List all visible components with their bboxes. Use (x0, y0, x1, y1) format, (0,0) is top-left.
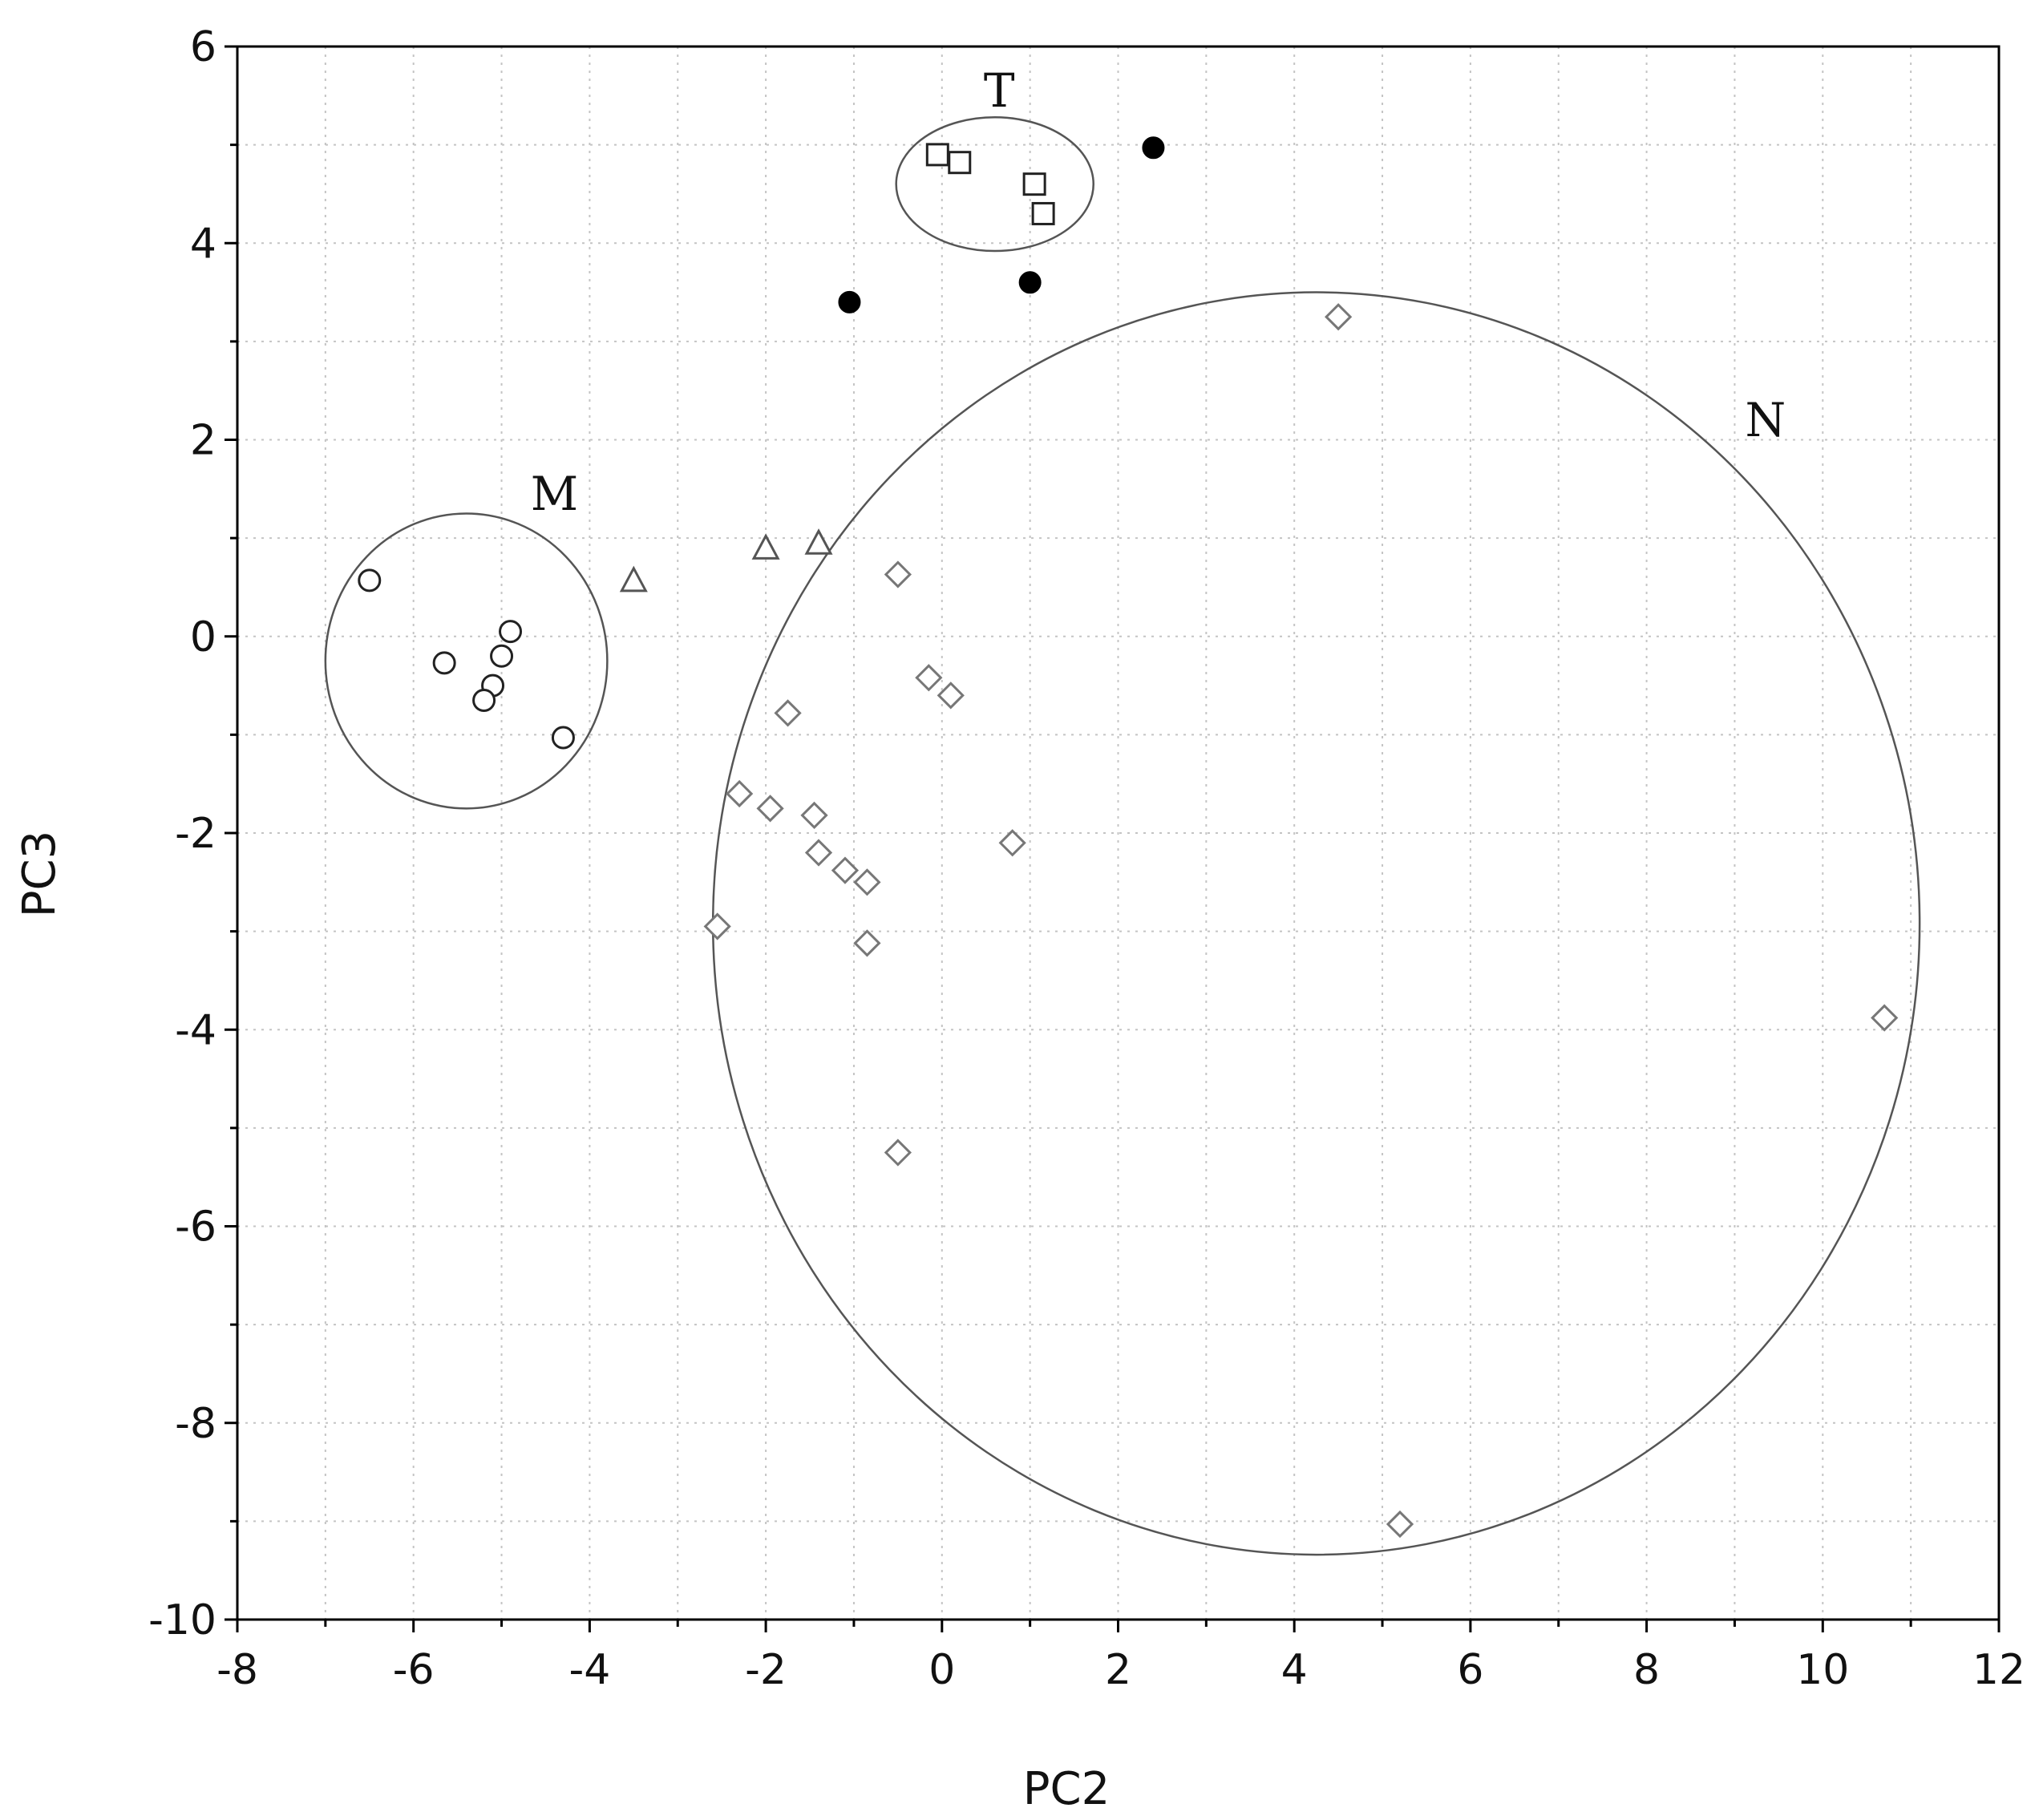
y-tick-label: 2 (190, 417, 216, 465)
y-tick-label: -4 (175, 1006, 216, 1054)
data-point-square (948, 151, 972, 175)
data-point-filled-circle (1142, 136, 1165, 160)
data-points (358, 136, 1899, 1539)
x-axis-title: PC2 (1023, 1763, 1111, 1815)
data-point-diamond (937, 681, 965, 710)
x-tick-label: 0 (928, 1646, 955, 1694)
data-point-triangle (804, 528, 833, 555)
y-tick-label: -6 (175, 1203, 216, 1252)
x-tick-label: 12 (1972, 1646, 2025, 1694)
data-point-diamond (703, 912, 731, 940)
data-point-diamond (884, 560, 912, 588)
data-point-diamond (1871, 1004, 1899, 1032)
data-point-filled-circle (1018, 271, 1042, 294)
y-tick-label: 6 (190, 23, 216, 71)
x-tick-label: -2 (745, 1646, 787, 1694)
data-point-diamond (884, 1139, 912, 1167)
x-tick-label: 4 (1281, 1646, 1308, 1694)
data-point-diamond (1325, 303, 1353, 331)
data-point-diamond (774, 699, 802, 727)
y-tick-label: -10 (148, 1596, 216, 1644)
group-ellipse-M (324, 512, 609, 810)
x-tick-label: -8 (216, 1646, 258, 1694)
y-tick-label: 0 (190, 613, 216, 661)
data-point-diamond (726, 779, 754, 808)
data-point-triangle (619, 565, 648, 593)
data-point-triangle (751, 533, 780, 560)
y-tick-label: -8 (175, 1400, 216, 1448)
data-point-circle (358, 568, 382, 593)
data-point-diamond (998, 829, 1026, 857)
data-point-diamond (804, 839, 833, 867)
data-point-diamond (853, 929, 881, 957)
data-point-diamond (853, 868, 881, 896)
group-label-N: N (1746, 393, 1786, 447)
data-point-square (925, 143, 949, 167)
group-label-T: T (984, 63, 1015, 118)
group-ellipse-T (895, 116, 1094, 253)
data-point-diamond (756, 795, 784, 823)
x-tick-label: 6 (1457, 1646, 1483, 1694)
group-label-M: M (531, 467, 578, 521)
data-point-filled-circle (838, 290, 861, 313)
data-point-circle (551, 726, 575, 750)
x-tick-label: 10 (1796, 1646, 1849, 1694)
x-tick-label: 8 (1633, 1646, 1660, 1694)
y-axis-title: PC3 (14, 831, 66, 918)
data-point-square (1031, 201, 1055, 225)
data-point-square (1022, 172, 1046, 196)
data-point-diamond (831, 856, 860, 884)
data-point-diamond (800, 801, 828, 830)
x-tick-label: -4 (568, 1646, 610, 1694)
data-point-diamond (1386, 1510, 1414, 1539)
x-tick-label: -6 (393, 1646, 435, 1694)
axis-ticks (225, 45, 2001, 1632)
data-point-diamond (915, 664, 943, 692)
group-labels: T M N (531, 63, 1786, 521)
x-tick-label: 2 (1105, 1646, 1131, 1694)
y-tick-label: -2 (175, 810, 216, 858)
data-point-circle (432, 651, 456, 675)
data-point-circle (490, 644, 514, 668)
data-point-circle (499, 620, 523, 644)
data-point-circle (472, 688, 496, 712)
y-tick-label: 4 (190, 220, 216, 268)
